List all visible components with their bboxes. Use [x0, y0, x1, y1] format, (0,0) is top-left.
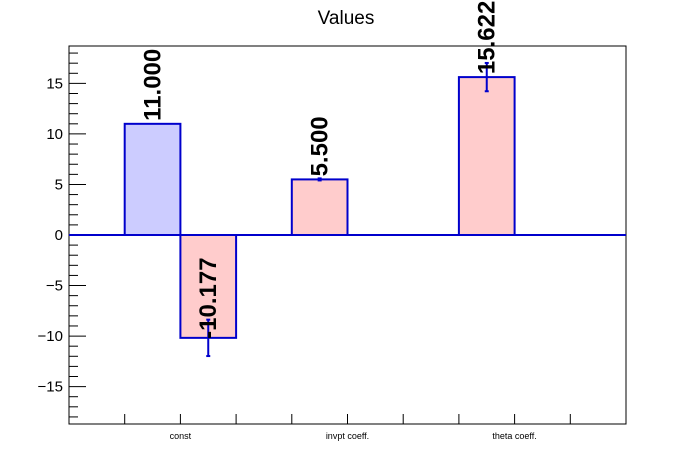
bar — [123, 122, 182, 236]
y-tick-label: 15 — [46, 75, 63, 92]
y-tick-label: −5 — [46, 278, 63, 295]
bar-value-label: 11.000 — [140, 49, 167, 121]
chart-title: Values — [318, 8, 375, 29]
bar-value-label: -10.177 — [195, 257, 222, 338]
bar-value-label: 15.622 — [474, 1, 501, 74]
y-tick-label: −15 — [38, 379, 63, 396]
y-tick-label: 0 — [55, 227, 63, 244]
y-tick-label: 5 — [55, 176, 63, 193]
bar — [290, 178, 349, 236]
bar-value-label: 5.500 — [307, 116, 334, 176]
y-tick-label: 10 — [46, 126, 63, 143]
y-axis: −15 −10 −5 0 5 10 15 — [38, 52, 86, 418]
x-tick-label: const — [170, 431, 192, 441]
x-tick-label: theta coeff. — [492, 431, 536, 441]
y-tick-label: −10 — [38, 328, 63, 345]
x-axis: const invpt coeff. theta coeff. — [124, 414, 571, 441]
x-tick-label: invpt coeff. — [326, 431, 369, 441]
bar — [457, 76, 516, 237]
bars-layer — [123, 61, 516, 358]
value-labels-layer: 11.000 -10.177 5.500 15.622 — [140, 1, 501, 339]
